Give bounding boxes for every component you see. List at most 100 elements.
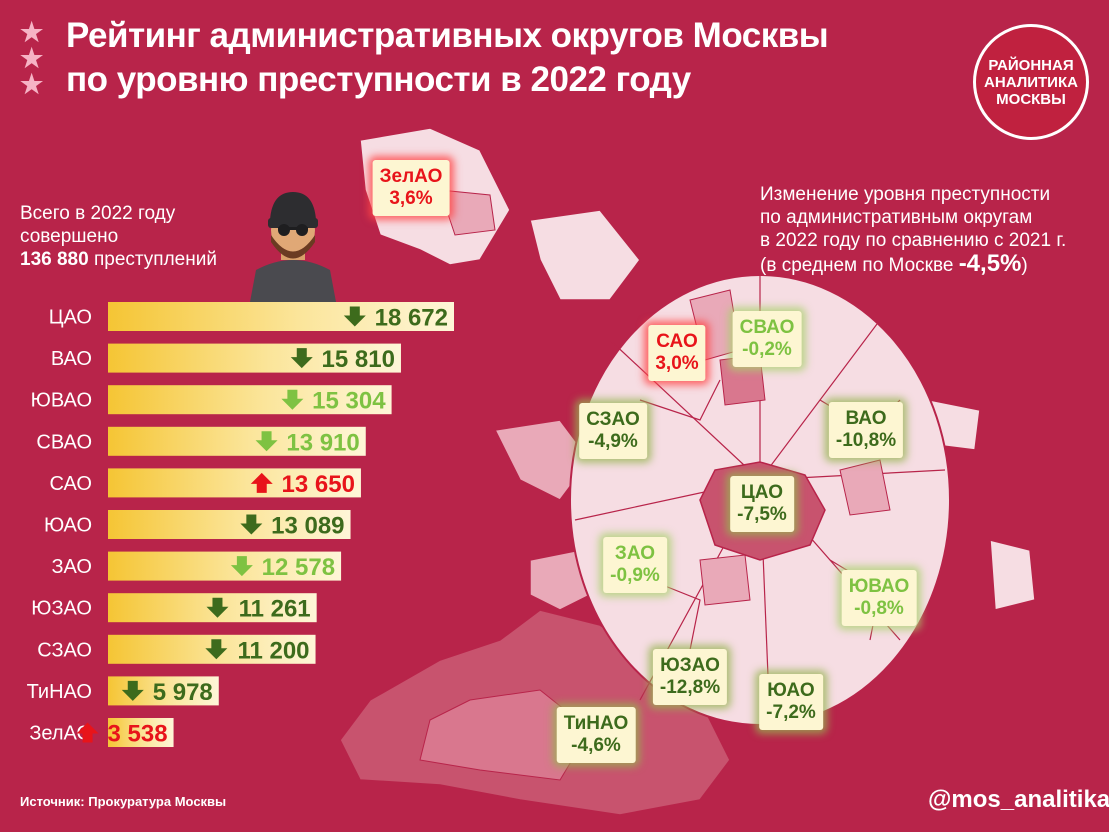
map-label-tinao: ТиНАО -4,6% <box>556 707 636 763</box>
bar <box>108 426 366 456</box>
map-label-name: ВАО <box>845 408 887 429</box>
map-label-szao: СЗАО -4,9% <box>579 403 647 459</box>
bar-category-label: ЮВАО <box>31 390 92 412</box>
note-line-3: в 2022 году по сравнению с 2021 г. <box>760 230 1067 251</box>
bar-value-label: 15 810 <box>322 346 395 373</box>
bar-category-label: ВАО <box>51 348 92 370</box>
arrow-up-icon <box>76 722 99 743</box>
title-text-2: по уровню преступности в 2022 году <box>66 60 691 99</box>
arrow-down-icon <box>343 306 366 327</box>
change-note: Изменение уровня преступности по админис… <box>760 183 1066 277</box>
map-label-value: -4,6% <box>571 735 621 756</box>
bar <box>108 343 401 373</box>
arrow-down-icon <box>205 639 228 660</box>
arrow-down-icon <box>281 389 304 410</box>
source-text: Источник: Прокуратура Москвы <box>20 794 227 809</box>
map-label-value: -4,9% <box>588 431 638 452</box>
logo-line-2: АНАЛИТИКА <box>984 73 1078 91</box>
map-label-zelao: ЗелАО 3,6% <box>372 160 450 216</box>
arrow-down-icon <box>290 348 313 369</box>
arrow-down-icon <box>230 556 253 577</box>
map-label-name: ТиНАО <box>563 713 629 734</box>
bar-category-label: ЦАО <box>49 307 92 329</box>
total-crimes: Всего в 2022 году совершено 136 880 прес… <box>20 202 217 271</box>
bar-category-label: СЗАО <box>37 639 92 661</box>
note-line-4: (в среднем по Москве -4,5%) <box>760 252 1066 277</box>
logo-line-3: МОСКВЫ <box>996 90 1066 108</box>
bar <box>108 551 342 581</box>
bar <box>108 385 392 415</box>
map-region-zelao-inner <box>439 189 496 236</box>
note-suffix: ) <box>1021 255 1028 276</box>
bar-category-label: ТиНАО <box>27 681 92 703</box>
total-line-3: 136 880 преступлений <box>20 248 217 271</box>
arrow-down-icon <box>255 431 278 452</box>
star-icon: ★ <box>20 69 43 99</box>
map-label-name: ЮАО <box>767 680 815 701</box>
bar-value-label: 15 304 <box>312 388 386 415</box>
map-label-yuzao: ЮЗАО -12,8% <box>652 649 728 705</box>
map-label-svao: СВАО -0,2% <box>732 311 802 367</box>
total-line-2: совершено <box>20 226 119 247</box>
map-label-value: -7,5% <box>737 504 787 525</box>
map-label-name: ЮВАО <box>848 576 910 597</box>
bar-value-label: 13 089 <box>271 513 344 540</box>
map-region-north-spur <box>529 209 641 301</box>
map-label-value: -0,9% <box>610 565 660 586</box>
note-prefix: (в среднем по Москве <box>760 255 959 276</box>
title-line-1: ★ Рейтинг административных округов Москв… <box>20 14 920 58</box>
note-line-2: по административным округам <box>760 207 1033 228</box>
map-label-value: -0,2% <box>742 339 792 360</box>
arrow-down-icon <box>121 680 144 701</box>
map-label-name: ЮЗАО <box>660 655 720 676</box>
map-region-south-dark <box>699 554 751 606</box>
bar-category-label: ЗелАО <box>29 723 92 745</box>
map-label-value: -7,2% <box>766 702 816 723</box>
bar-category-label: САО <box>50 473 92 495</box>
map-label-name: ЦАО <box>740 482 784 503</box>
logo: РАЙОННАЯ АНАЛИТИКА МОСКВЫ <box>973 24 1089 140</box>
map-label-yuao: ЮАО -7,2% <box>759 674 823 730</box>
map-label-name: САО <box>656 331 698 352</box>
bar-chart: ЦАО 18 672 ВАО 15 810 ЮВАО 15 304 СВАО 13 910 СА… <box>27 302 454 748</box>
bar <box>108 718 174 747</box>
bar-category-label: ЮЗАО <box>31 598 92 620</box>
map-label-name: ЗАО <box>614 543 656 564</box>
total-number: 136 880 <box>20 249 89 270</box>
bar <box>108 302 454 331</box>
bar-category-label: ЗАО <box>51 556 92 578</box>
bar-category-label: ЮАО <box>44 515 92 537</box>
arrow-down-icon <box>240 514 263 535</box>
bar-value-label: 12 578 <box>262 554 335 581</box>
title-block: ★ Рейтинг административных округов Москв… <box>20 14 920 102</box>
map-label-name: СВАО <box>739 317 795 338</box>
note-line-1: Изменение уровня преступности <box>760 184 1051 205</box>
bar-value-label: 18 672 <box>375 305 448 332</box>
bar-value-label: 3 538 <box>107 721 167 748</box>
bar-value-label: 5 978 <box>153 679 213 706</box>
map-region-tinao-inner <box>419 689 591 781</box>
arrow-up-icon <box>250 472 273 493</box>
title-text-1: Рейтинг административных округов Москвы <box>66 16 829 55</box>
bar-value-label: 13 910 <box>286 429 359 456</box>
star-icon: ★ <box>20 17 43 47</box>
bar-value-label: 11 261 <box>239 596 311 623</box>
map-label-name: СЗАО <box>586 409 640 430</box>
map-label-value: 3,0% <box>655 353 699 374</box>
logo-line-1: РАЙОННАЯ <box>988 56 1074 74</box>
title-line-2: ★ ★ по уровню преступности в 2022 году <box>20 45 920 102</box>
social-handle: @mos_analitika <box>928 786 1109 813</box>
map-region-east-spur-2 <box>989 539 1036 611</box>
bar-value-label: 13 650 <box>282 471 355 498</box>
map-label-vao: ВАО -10,8% <box>828 402 904 458</box>
note-avg: -4,5% <box>958 250 1022 277</box>
map-label-yuvao: ЮВАО -0,8% <box>841 570 917 626</box>
map-label-sao: САО 3,0% <box>648 325 706 381</box>
map-region-east-dark <box>839 459 891 516</box>
total-suffix: преступлений <box>88 249 217 270</box>
map-label-cao: ЦАО -7,5% <box>730 476 794 532</box>
bar-value-label: 11 200 <box>237 637 309 664</box>
bar <box>108 510 351 539</box>
arrow-down-icon <box>206 597 229 618</box>
map-label-value: 3,6% <box>389 188 433 209</box>
